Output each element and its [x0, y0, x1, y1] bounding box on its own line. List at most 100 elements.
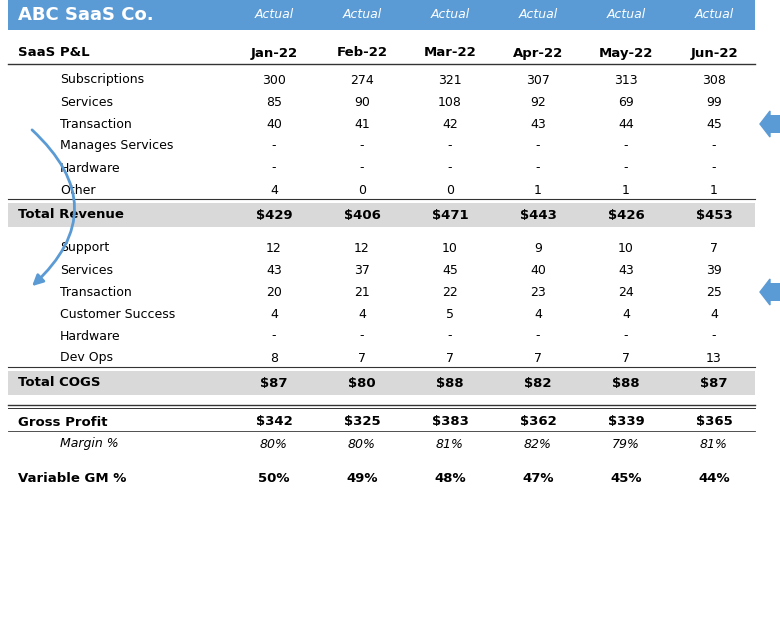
Text: $342: $342	[256, 416, 292, 428]
Text: 43: 43	[530, 118, 546, 130]
Text: -: -	[711, 161, 716, 175]
Text: 45%: 45%	[610, 471, 642, 484]
Text: 4: 4	[534, 307, 542, 321]
Text: 79%: 79%	[612, 437, 640, 450]
Text: 13: 13	[706, 352, 722, 365]
Text: Hardware: Hardware	[60, 161, 121, 175]
Text: -: -	[448, 139, 452, 152]
Text: 274: 274	[350, 74, 374, 86]
Text: $87: $87	[261, 377, 288, 389]
Text: $471: $471	[431, 209, 468, 222]
Text: $383: $383	[431, 416, 469, 428]
Text: 4: 4	[270, 307, 278, 321]
Bar	[8, 371, 755, 395]
Text: 7: 7	[358, 352, 366, 365]
Text: 92: 92	[530, 96, 546, 108]
Text: 4: 4	[270, 183, 278, 197]
Text: 1: 1	[710, 183, 718, 197]
Text: 7: 7	[534, 352, 542, 365]
Polygon shape	[760, 279, 770, 305]
Text: 80%: 80%	[348, 437, 376, 450]
Text: $87: $87	[700, 377, 728, 389]
Text: 80%: 80%	[260, 437, 288, 450]
Text: $88: $88	[612, 377, 640, 389]
Text: $82: $82	[524, 377, 551, 389]
Text: Variable GM %: Variable GM %	[18, 471, 126, 484]
Text: 0: 0	[446, 183, 454, 197]
Text: 7: 7	[446, 352, 454, 365]
Text: 37: 37	[354, 263, 370, 277]
Text: 99: 99	[706, 96, 722, 108]
Text: $80: $80	[348, 377, 376, 389]
Text: Actual: Actual	[431, 8, 470, 21]
Text: Transaction: Transaction	[60, 118, 132, 130]
Text: -: -	[711, 139, 716, 152]
Text: 10: 10	[442, 241, 458, 255]
Text: 41: 41	[354, 118, 370, 130]
Text: 321: 321	[438, 74, 462, 86]
Text: 81%: 81%	[436, 437, 464, 450]
Text: 9: 9	[534, 241, 542, 255]
Text: 40: 40	[530, 263, 546, 277]
Text: Dev Ops: Dev Ops	[60, 352, 113, 365]
Text: $406: $406	[343, 209, 381, 222]
Text: 85: 85	[266, 96, 282, 108]
Text: 1: 1	[622, 183, 630, 197]
Text: 45: 45	[442, 263, 458, 277]
Text: $339: $339	[608, 416, 644, 428]
Text: Margin %: Margin %	[60, 437, 119, 450]
Text: Actual: Actual	[342, 8, 381, 21]
Text: May-22: May-22	[599, 47, 653, 59]
Text: 4: 4	[358, 307, 366, 321]
Text: Manages Services: Manages Services	[60, 139, 173, 152]
Text: SaaS P&L: SaaS P&L	[18, 47, 90, 59]
Text: 0: 0	[358, 183, 366, 197]
Text: 5: 5	[446, 307, 454, 321]
Text: 24: 24	[618, 285, 634, 299]
Text: 25: 25	[706, 285, 722, 299]
Text: Other: Other	[60, 183, 95, 197]
Text: $426: $426	[608, 209, 644, 222]
Text: 44%: 44%	[698, 471, 730, 484]
Text: $88: $88	[436, 377, 464, 389]
Text: -: -	[624, 161, 628, 175]
Text: 45: 45	[706, 118, 722, 130]
Text: 49%: 49%	[346, 471, 378, 484]
Text: 22: 22	[442, 285, 458, 299]
Text: -: -	[360, 139, 364, 152]
Text: 308: 308	[702, 74, 726, 86]
Text: 7: 7	[710, 241, 718, 255]
Text: -: -	[624, 329, 628, 343]
Bar	[8, 0, 755, 30]
Text: 7: 7	[622, 352, 630, 365]
Text: 1: 1	[534, 183, 542, 197]
Text: 43: 43	[266, 263, 282, 277]
Bar	[770, 115, 780, 133]
Bar	[8, 203, 755, 227]
Text: Support: Support	[60, 241, 109, 255]
Text: 82%: 82%	[524, 437, 552, 450]
Text: 43: 43	[618, 263, 634, 277]
Text: $429: $429	[256, 209, 292, 222]
Text: 12: 12	[354, 241, 370, 255]
Text: 48%: 48%	[434, 471, 466, 484]
Text: -: -	[360, 161, 364, 175]
Text: Mar-22: Mar-22	[424, 47, 477, 59]
Text: 21: 21	[354, 285, 370, 299]
Text: -: -	[536, 161, 541, 175]
Text: $325: $325	[344, 416, 381, 428]
Text: 40: 40	[266, 118, 282, 130]
Text: 313: 313	[614, 74, 638, 86]
Text: -: -	[360, 329, 364, 343]
Text: Services: Services	[60, 263, 113, 277]
Text: Actual: Actual	[519, 8, 558, 21]
Bar	[770, 283, 780, 301]
Text: 8: 8	[270, 352, 278, 365]
Text: Transaction: Transaction	[60, 285, 132, 299]
Text: Jan-22: Jan-22	[250, 47, 297, 59]
Text: -: -	[271, 161, 276, 175]
Text: 4: 4	[710, 307, 718, 321]
Text: 39: 39	[706, 263, 722, 277]
Text: 50%: 50%	[258, 471, 289, 484]
Text: $365: $365	[696, 416, 732, 428]
